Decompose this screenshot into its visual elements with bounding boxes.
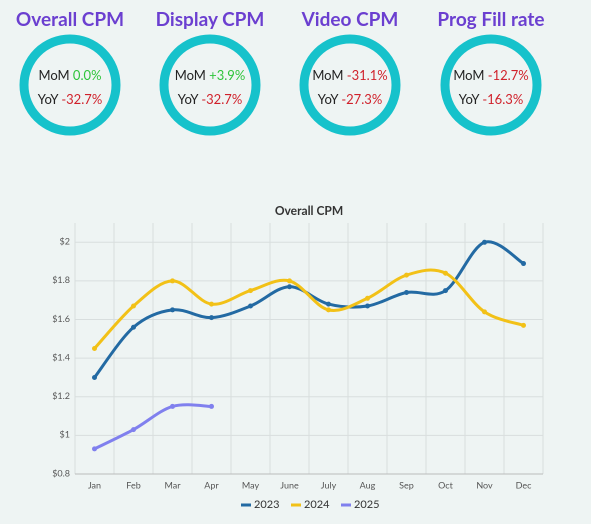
legend-label: 2023	[254, 498, 280, 511]
point	[92, 346, 97, 351]
y-tick-label: $1.8	[52, 274, 70, 285]
point	[131, 324, 136, 330]
series-line	[93, 268, 524, 350]
legend-label: 2025	[354, 498, 380, 511]
point	[443, 270, 448, 276]
point	[521, 322, 526, 328]
x-tick-label: Sep	[399, 479, 414, 490]
x-tick-label: May	[242, 479, 260, 490]
kpi-value: +3.9%	[209, 67, 245, 83]
kpi-line: MoM 0.0%	[38, 67, 101, 83]
point	[131, 427, 136, 433]
y-tick-label: $0.8	[52, 467, 70, 478]
kpi-value: -27.3%	[341, 91, 382, 107]
kpi-title: Display CPM	[156, 8, 265, 31]
point	[404, 290, 409, 296]
point	[248, 303, 253, 309]
point	[92, 446, 97, 452]
x-tick-label: Aug	[360, 479, 376, 490]
point	[248, 288, 253, 294]
kpi-value: -32.7%	[201, 91, 242, 107]
y-tick-label: $1	[60, 429, 70, 440]
point	[326, 307, 331, 313]
point	[287, 278, 292, 284]
point	[170, 403, 175, 409]
point	[170, 278, 175, 284]
point	[170, 307, 175, 313]
kpi-line: YoY -32.7%	[178, 91, 243, 107]
kpi-ring	[159, 34, 261, 136]
kpi-line: YoY -27.3%	[318, 91, 383, 107]
kpi-line: YoY -16.3%	[459, 91, 524, 107]
kpi-ring	[19, 34, 121, 136]
kpi-label: MoM	[453, 67, 484, 83]
point	[521, 261, 526, 267]
kpi-line: MoM -31.1%	[312, 67, 387, 83]
point	[404, 272, 409, 278]
y-tick-label: $1.6	[52, 313, 70, 324]
kpi-title: Prog Fill rate	[437, 8, 544, 31]
point	[209, 301, 214, 307]
y-tick-label: $2	[60, 236, 70, 247]
kpi-value: -32.7%	[61, 91, 102, 107]
kpi-label: YoY	[318, 91, 340, 107]
x-tick-label: Feb	[126, 479, 141, 490]
series-line	[93, 403, 212, 451]
point	[365, 295, 370, 301]
kpi-label: YoY	[178, 91, 200, 107]
point	[365, 303, 370, 309]
kpi-label: MoM	[312, 67, 343, 83]
x-tick-label: Jan	[88, 479, 101, 490]
kpi-ring	[299, 34, 401, 136]
point	[482, 309, 487, 315]
point	[209, 403, 214, 409]
kpi-value: -12.7%	[488, 67, 529, 83]
chart-title: Overall CPM	[275, 203, 343, 218]
kpi-value: 0.0%	[73, 67, 102, 83]
kpi-value: -31.1%	[347, 67, 388, 83]
kpi-line: MoM -12.7%	[453, 67, 528, 83]
kpi-title: Video CPM	[301, 8, 399, 31]
point	[482, 239, 487, 245]
point	[326, 301, 331, 307]
kpi-line: YoY -32.7%	[38, 91, 103, 107]
x-tick-label: Oct	[438, 479, 453, 490]
point	[287, 284, 292, 290]
kpi-label: MoM	[175, 67, 206, 83]
kpi-line: MoM +3.9%	[175, 67, 246, 83]
x-tick-label: Nov	[476, 479, 493, 490]
point	[209, 315, 214, 321]
kpi-ring	[440, 34, 542, 136]
kpi-value: -16.3%	[482, 91, 523, 107]
kpi-label: YoY	[38, 91, 60, 107]
x-tick-label: June	[280, 479, 299, 490]
x-tick-label: Mar	[165, 479, 182, 490]
point	[131, 303, 136, 309]
y-tick-label: $1.4	[52, 351, 70, 362]
x-tick-label: July	[321, 479, 337, 490]
kpi-label: YoY	[459, 91, 481, 107]
legend-label: 2024	[304, 498, 330, 511]
point	[443, 288, 448, 294]
x-tick-label: Dec	[516, 479, 533, 490]
kpi-label: MoM	[38, 67, 69, 83]
y-tick-label: $1.2	[52, 390, 70, 401]
x-tick-label: Apr	[204, 479, 219, 490]
kpi-title: Overall CPM	[16, 8, 124, 31]
point	[92, 374, 97, 380]
